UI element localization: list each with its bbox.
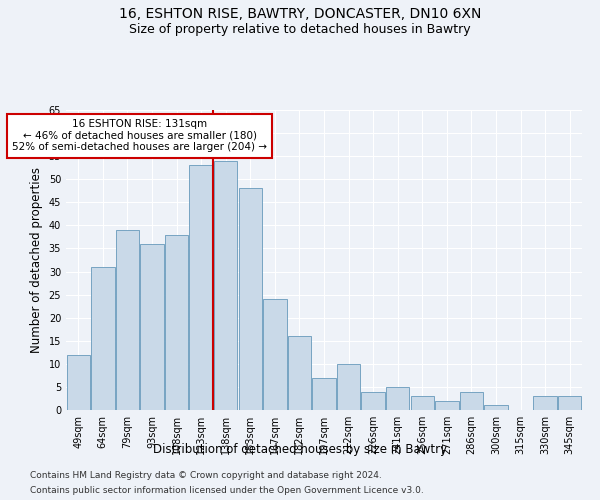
Bar: [190, 166, 213, 410]
Bar: [91, 267, 115, 410]
Bar: [67, 354, 90, 410]
Bar: [165, 234, 188, 410]
Bar: [558, 396, 581, 410]
Bar: [239, 188, 262, 410]
Text: 16 ESHTON RISE: 131sqm
← 46% of detached houses are smaller (180)
52% of semi-de: 16 ESHTON RISE: 131sqm ← 46% of detached…: [12, 119, 267, 152]
Bar: [313, 378, 335, 410]
Text: Distribution of detached houses by size in Bawtry: Distribution of detached houses by size …: [153, 442, 447, 456]
Bar: [140, 244, 164, 410]
Bar: [361, 392, 385, 410]
Bar: [435, 401, 458, 410]
Bar: [410, 396, 434, 410]
Y-axis label: Number of detached properties: Number of detached properties: [30, 167, 43, 353]
Text: Size of property relative to detached houses in Bawtry: Size of property relative to detached ho…: [129, 22, 471, 36]
Bar: [337, 364, 360, 410]
Text: Contains HM Land Registry data © Crown copyright and database right 2024.: Contains HM Land Registry data © Crown c…: [30, 471, 382, 480]
Text: 16, ESHTON RISE, BAWTRY, DONCASTER, DN10 6XN: 16, ESHTON RISE, BAWTRY, DONCASTER, DN10…: [119, 8, 481, 22]
Bar: [484, 406, 508, 410]
Bar: [263, 299, 287, 410]
Bar: [116, 230, 139, 410]
Bar: [386, 387, 409, 410]
Bar: [288, 336, 311, 410]
Bar: [214, 161, 238, 410]
Bar: [460, 392, 483, 410]
Text: Contains public sector information licensed under the Open Government Licence v3: Contains public sector information licen…: [30, 486, 424, 495]
Bar: [533, 396, 557, 410]
